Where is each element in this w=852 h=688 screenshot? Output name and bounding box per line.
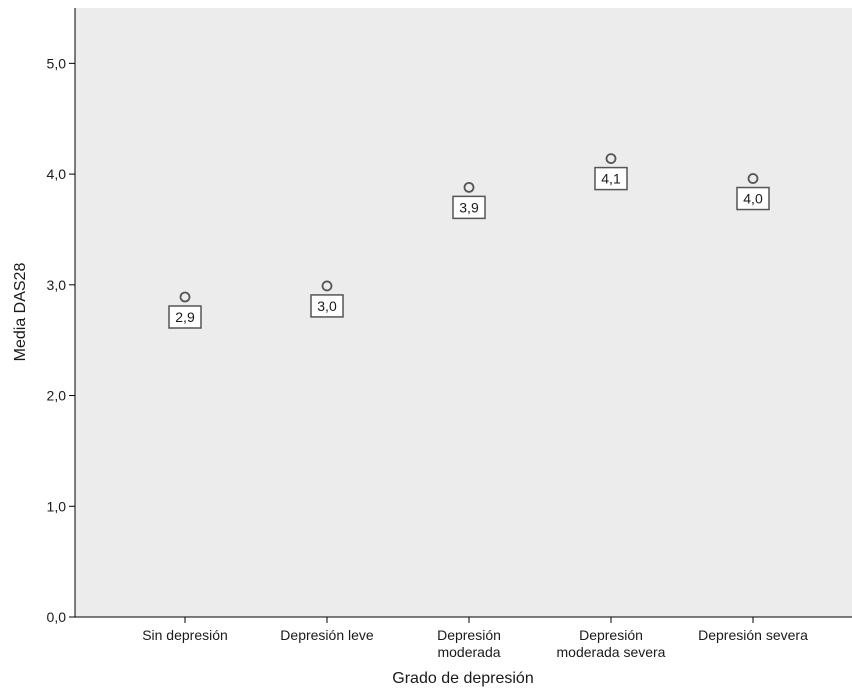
data-label: 2,9 xyxy=(175,309,195,325)
data-point xyxy=(605,153,617,164)
x-axis: Sin depresión Depresión leve Depresión mode… xyxy=(75,616,852,660)
y-axis: 0,0 1,0 2,0 3,0 4,0 5,0 xyxy=(47,8,76,625)
y-axis-title: Media DAS28 xyxy=(12,263,29,362)
y-tick-label: 1,0 xyxy=(47,498,67,514)
data-label-box xyxy=(736,186,770,211)
y-tick-label: 3,0 xyxy=(47,277,67,293)
data-point xyxy=(747,173,759,184)
data-label: 3,0 xyxy=(317,298,337,314)
data-point xyxy=(179,291,191,303)
y-tick-label: 0,0 xyxy=(47,609,67,625)
x-tick-label: Depresión moderada xyxy=(437,627,501,660)
data-label-box xyxy=(452,195,486,220)
data-label-box xyxy=(168,305,202,329)
data-label: 4,0 xyxy=(743,191,763,207)
x-tick-label: Depresión severa xyxy=(698,627,808,643)
data-label: 4,1 xyxy=(601,171,621,187)
data-label-box xyxy=(594,166,628,191)
y-tick-label: 2,0 xyxy=(47,388,67,404)
x-tick-label: Sin depresión xyxy=(142,627,228,643)
y-tick-label: 5,0 xyxy=(47,55,67,71)
data-label: 3,9 xyxy=(459,199,479,215)
data-point xyxy=(321,280,333,292)
data-points: 2,9 3,0 3,9 4,1 4,0 xyxy=(168,153,770,329)
data-point xyxy=(463,181,475,193)
x-tick-label: Depresión leve xyxy=(280,627,374,643)
x-axis-title: Grado de depresión xyxy=(392,670,533,687)
y-tick-label: 4,0 xyxy=(47,166,67,182)
x-tick-label: Depresión moderada severa xyxy=(557,627,666,660)
plot-area xyxy=(75,8,852,617)
data-label-box xyxy=(310,294,344,318)
